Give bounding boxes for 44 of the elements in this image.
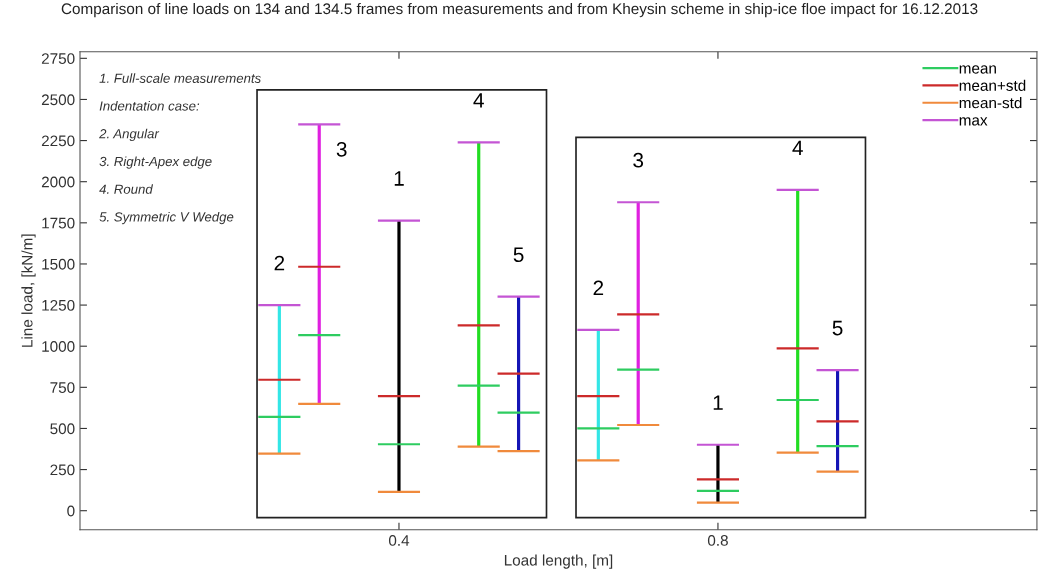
x-tick-label: 0.8 [707,535,728,546]
annotation: 5 [832,320,843,336]
annotation: 2. Angular [99,128,160,142]
y-tick-label: 750 [50,382,75,394]
y-tick-label: 2250 [41,135,75,147]
y-tick-label: 250 [50,464,75,476]
annotation: 4 [473,93,484,108]
y-tick-label: 2000 [41,176,75,188]
legend-label: mean+std [959,79,1026,91]
y-tick-label: 1500 [42,258,75,270]
legend-label: mean-std [959,97,1022,109]
annotation: 4 [792,140,803,156]
annotation: 1 [713,395,723,410]
legend-label: max [959,117,988,126]
bar [636,202,640,425]
bar [517,296,521,452]
annotation: 4. Round [99,184,154,194]
annotation: 5 [513,247,524,263]
y-tick-label: 1750 [42,217,75,229]
bar [397,220,401,492]
bar [317,124,321,404]
annotation: 5. Symmetric V Wedge [99,211,234,225]
y-axis-title: Line load, [kN/m] [21,234,36,347]
bar [477,142,481,447]
annotation: 1. Full-scale measurements [99,73,261,83]
x-tick-label: 0.4 [388,535,410,546]
y-tick-label: 500 [50,423,75,435]
chart-title: Comparison of line loads on 134 and 134.5 frames from measurements and from Kheysin scheme in ship-ice floe impact for 16.12.2013 [61,2,978,18]
annotation: 1 [394,171,404,186]
y-tick-label: 2750 [41,53,75,65]
y-tick-label: 1000 [42,341,75,352]
bar [796,189,800,453]
annotation: 2 [274,255,285,271]
annotation: 3 [336,141,347,157]
annotation: 3. Right-Apex edge [99,156,212,169]
legend-label: mean [959,65,996,74]
y-tick-label: 1250 [42,299,75,311]
y-tick-label: 2500 [41,94,75,106]
y-tick-label: 0 [67,505,75,517]
annotation: Indentation case: [99,100,200,111]
annotation: 2 [593,280,604,296]
x-axis-title: Load length, [m] [504,554,613,569]
bar [277,305,281,454]
annotation: 3 [633,152,644,168]
